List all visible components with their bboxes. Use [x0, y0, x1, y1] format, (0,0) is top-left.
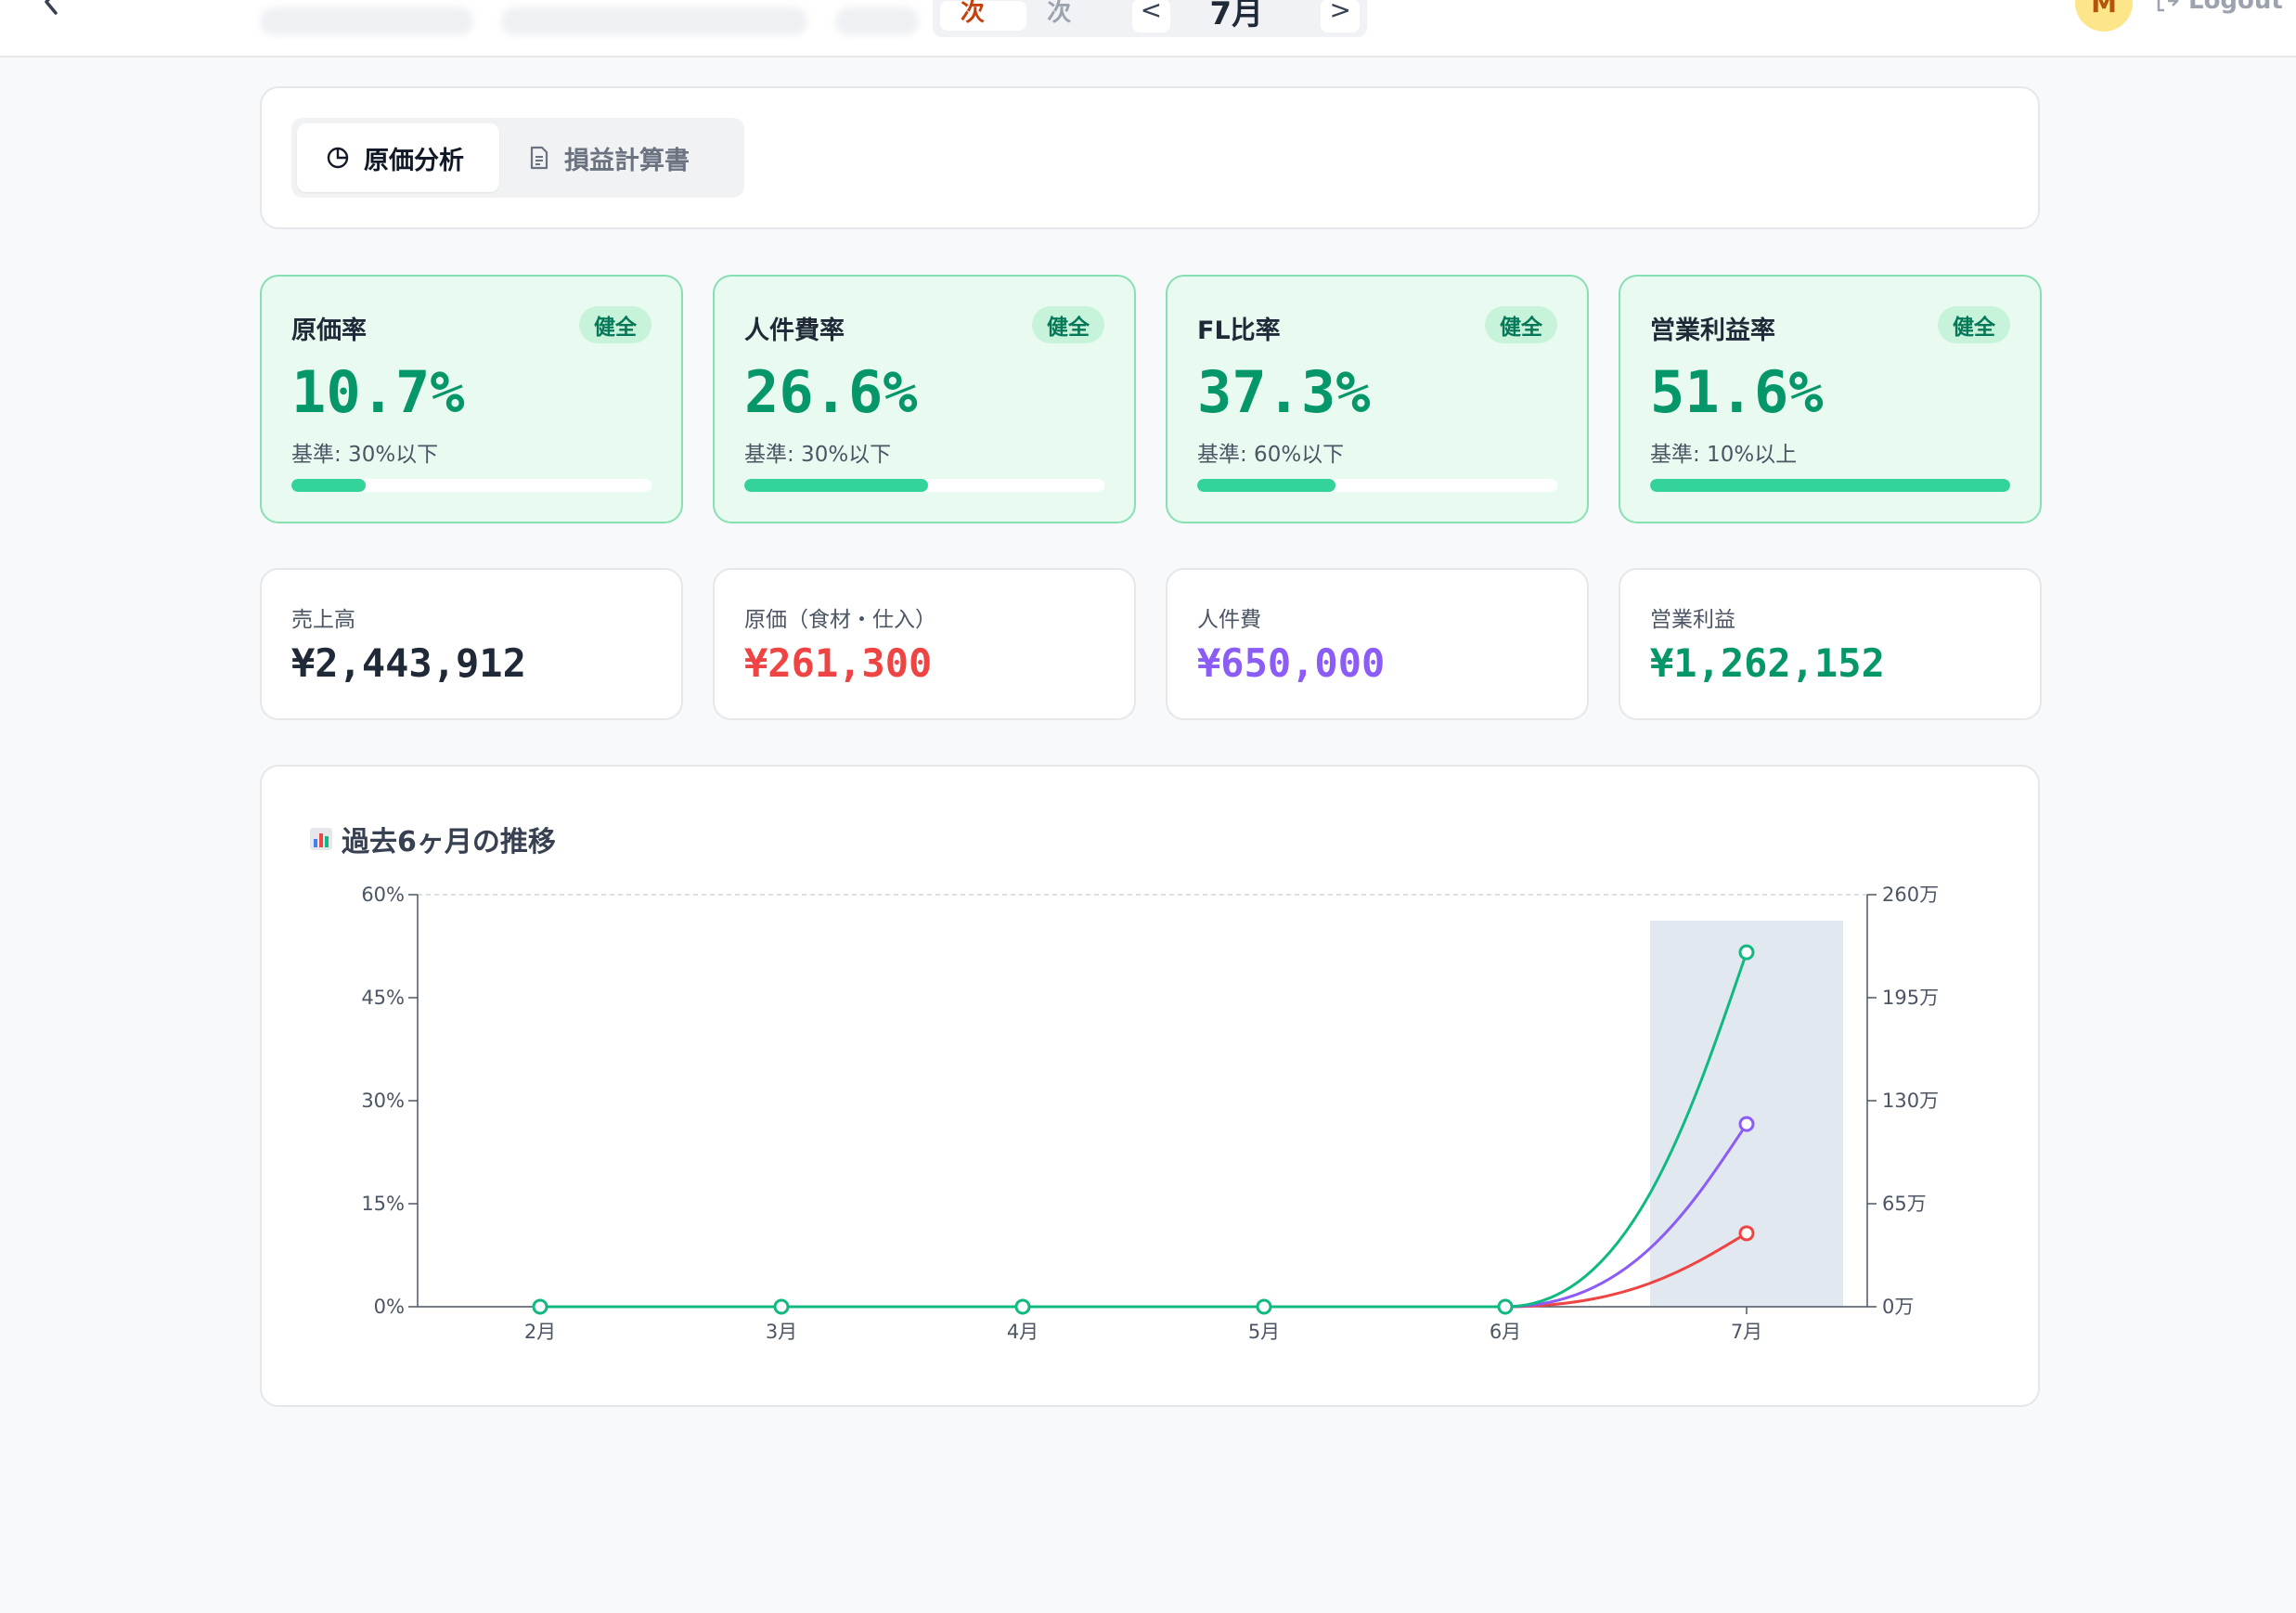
view-tabs: 原価分析 損益計算書 — [291, 118, 744, 198]
trend-chart-card: 過去6ヶ月の推移 0% 15% 30% 45% 60% 0万 65万 130万 195万 260万… — [260, 765, 2040, 1407]
data-point — [1738, 944, 1755, 961]
tab-income-statement[interactable]: 損益計算書 — [499, 123, 717, 192]
kpi-value: 37.3% — [1197, 358, 1371, 426]
amount-value: ¥650,000 — [1197, 640, 1386, 686]
status-badge: 健全 — [1485, 306, 1557, 343]
logout-label: Logout — [2188, 0, 2283, 15]
tab-cost-analysis[interactable]: 原価分析 — [297, 123, 499, 192]
x-tick-label: 5月 — [1248, 1321, 1280, 1343]
period-tab-monthly[interactable]: 月次 — [940, 0, 1027, 31]
data-point — [1014, 1298, 1031, 1315]
x-tick-label: 6月 — [1490, 1321, 1521, 1343]
data-point — [1738, 1116, 1755, 1132]
kpi-title: 人件費率 — [744, 316, 845, 345]
data-point — [773, 1298, 790, 1315]
breadcrumb — [260, 7, 473, 35]
chart-title: 過去6ヶ月の推移 — [308, 819, 556, 859]
left-tick-label: 30% — [361, 1090, 405, 1112]
period-tab-yearly[interactable]: 年次 — [1047, 0, 1072, 27]
kpi-progress-bar — [744, 479, 1104, 492]
avatar[interactable]: M — [2075, 0, 2133, 32]
chart-title-text: 過去6ヶ月の推移 — [342, 826, 556, 858]
kpi-title: 営業利益率 — [1650, 316, 1775, 345]
amount-card-labor: 人件費 ¥650,000 — [1166, 568, 1589, 720]
amount-label: 人件費 — [1197, 608, 1261, 632]
amount-value: ¥261,300 — [744, 640, 933, 686]
amount-card-sales: 売上高 ¥2,443,912 — [260, 568, 683, 720]
amount-value: ¥1,262,152 — [1650, 640, 1885, 686]
series-line-1 — [539, 1123, 1748, 1309]
kpi-standard: 基準: 60%以下 — [1197, 443, 1345, 467]
data-point — [1497, 1298, 1514, 1315]
pie-chart-icon — [327, 147, 349, 169]
logout-icon — [2157, 0, 2179, 12]
next-month-button[interactable]: > — [1321, 0, 1361, 32]
kpi-card-fl-ratio: FL比率 健全 37.3% 基準: 60%以下 — [1166, 275, 1589, 523]
right-tick-label: 130万 — [1882, 1090, 1939, 1112]
prev-month-button[interactable]: < — [1131, 0, 1171, 32]
amount-card-operating-profit: 営業利益 ¥1,262,152 — [1619, 568, 2042, 720]
left-tick-label: 60% — [361, 884, 405, 906]
amount-card-cost: 原価（食材・仕入） ¥261,300 — [713, 568, 1136, 720]
right-tick-label: 0万 — [1882, 1296, 1914, 1318]
back-arrow-icon[interactable] — [37, 0, 67, 17]
x-tick-label: 2月 — [524, 1321, 556, 1343]
top-header: 月次 年次 < 7月 > M Logout — [0, 0, 2296, 58]
bar-chart-icon — [310, 828, 332, 850]
view-tabs-card: 原価分析 損益計算書 — [260, 86, 2040, 229]
amount-label: 営業利益 — [1650, 608, 1735, 632]
left-tick-label: 45% — [361, 987, 405, 1009]
data-point — [532, 1298, 548, 1315]
amount-label: 原価（食材・仕入） — [744, 608, 936, 632]
data-point — [1256, 1298, 1272, 1315]
right-tick-label: 260万 — [1882, 884, 1939, 906]
kpi-progress-fill — [744, 479, 928, 492]
series-line-0 — [539, 1232, 1748, 1309]
kpi-progress-bar — [1650, 479, 2010, 492]
logout-button[interactable]: Logout — [2155, 0, 2283, 15]
kpi-standard: 基準: 10%以上 — [1650, 443, 1798, 467]
kpi-standard: 基準: 30%以下 — [291, 443, 439, 467]
current-month-label: 7月 — [1209, 0, 1264, 32]
breadcrumb-tertiary — [835, 7, 919, 35]
x-tick-label: 4月 — [1007, 1321, 1038, 1343]
kpi-value: 51.6% — [1650, 358, 1824, 426]
x-tick-label: 3月 — [766, 1321, 797, 1343]
right-tick-label: 65万 — [1882, 1193, 1927, 1215]
amount-value: ¥2,443,912 — [291, 640, 526, 686]
left-tick-label: 15% — [361, 1193, 405, 1215]
kpi-progress-fill — [1197, 479, 1336, 492]
kpi-title: FL比率 — [1197, 316, 1281, 345]
kpi-progress-fill — [291, 479, 366, 492]
kpi-value: 10.7% — [291, 358, 465, 426]
data-point — [1738, 1225, 1755, 1242]
period-selector: 月次 年次 < 7月 > — [933, 0, 1367, 37]
status-badge: 健全 — [1032, 306, 1104, 343]
breadcrumb-secondary — [501, 7, 807, 35]
kpi-value: 26.6% — [744, 358, 918, 426]
series-line-2 — [539, 951, 1748, 1309]
document-icon — [530, 146, 548, 170]
kpi-card-labor-rate: 人件費率 健全 26.6% 基準: 30%以下 — [713, 275, 1136, 523]
status-badge: 健全 — [579, 306, 651, 343]
status-badge: 健全 — [1938, 306, 2010, 343]
kpi-standard: 基準: 30%以下 — [744, 443, 892, 467]
x-tick-label: 7月 — [1731, 1321, 1762, 1343]
kpi-progress-bar — [1197, 479, 1557, 492]
kpi-progress-fill — [1650, 479, 2010, 492]
highlight-band — [1650, 921, 1843, 1307]
amount-label: 売上高 — [291, 608, 355, 632]
trend-line-chart: 0% 15% 30% 45% 60% 0万 65万 130万 195万 260万 2月 3月 4月 5月 6… — [361, 884, 1939, 1343]
kpi-progress-bar — [291, 479, 651, 492]
kpi-card-operating-margin: 営業利益率 健全 51.6% 基準: 10%以上 — [1619, 275, 2042, 523]
tab-cost-analysis-label: 原価分析 — [364, 146, 464, 175]
kpi-title: 原価率 — [291, 316, 367, 345]
left-tick-label: 0% — [374, 1296, 405, 1318]
kpi-card-cost-rate: 原価率 健全 10.7% 基準: 30%以下 — [260, 275, 683, 523]
tab-income-statement-label: 損益計算書 — [564, 146, 690, 175]
right-tick-label: 195万 — [1882, 987, 1939, 1009]
